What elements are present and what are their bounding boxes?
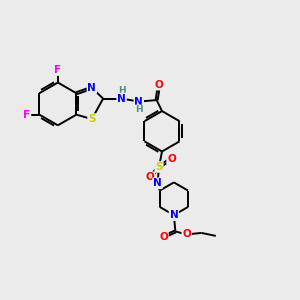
Text: S: S [88,114,96,124]
Text: O: O [182,230,191,239]
Text: O: O [146,172,154,182]
Text: H: H [118,86,125,95]
Text: N: N [134,97,143,106]
Text: F: F [54,65,61,75]
Text: F: F [23,110,30,120]
Text: H: H [135,105,142,114]
Text: N: N [117,94,126,103]
Text: O: O [159,232,168,242]
Text: S: S [155,162,163,172]
Text: N: N [169,210,178,220]
Text: O: O [154,80,164,90]
Text: N: N [153,178,162,188]
Text: N: N [88,83,96,93]
Text: O: O [167,154,176,164]
